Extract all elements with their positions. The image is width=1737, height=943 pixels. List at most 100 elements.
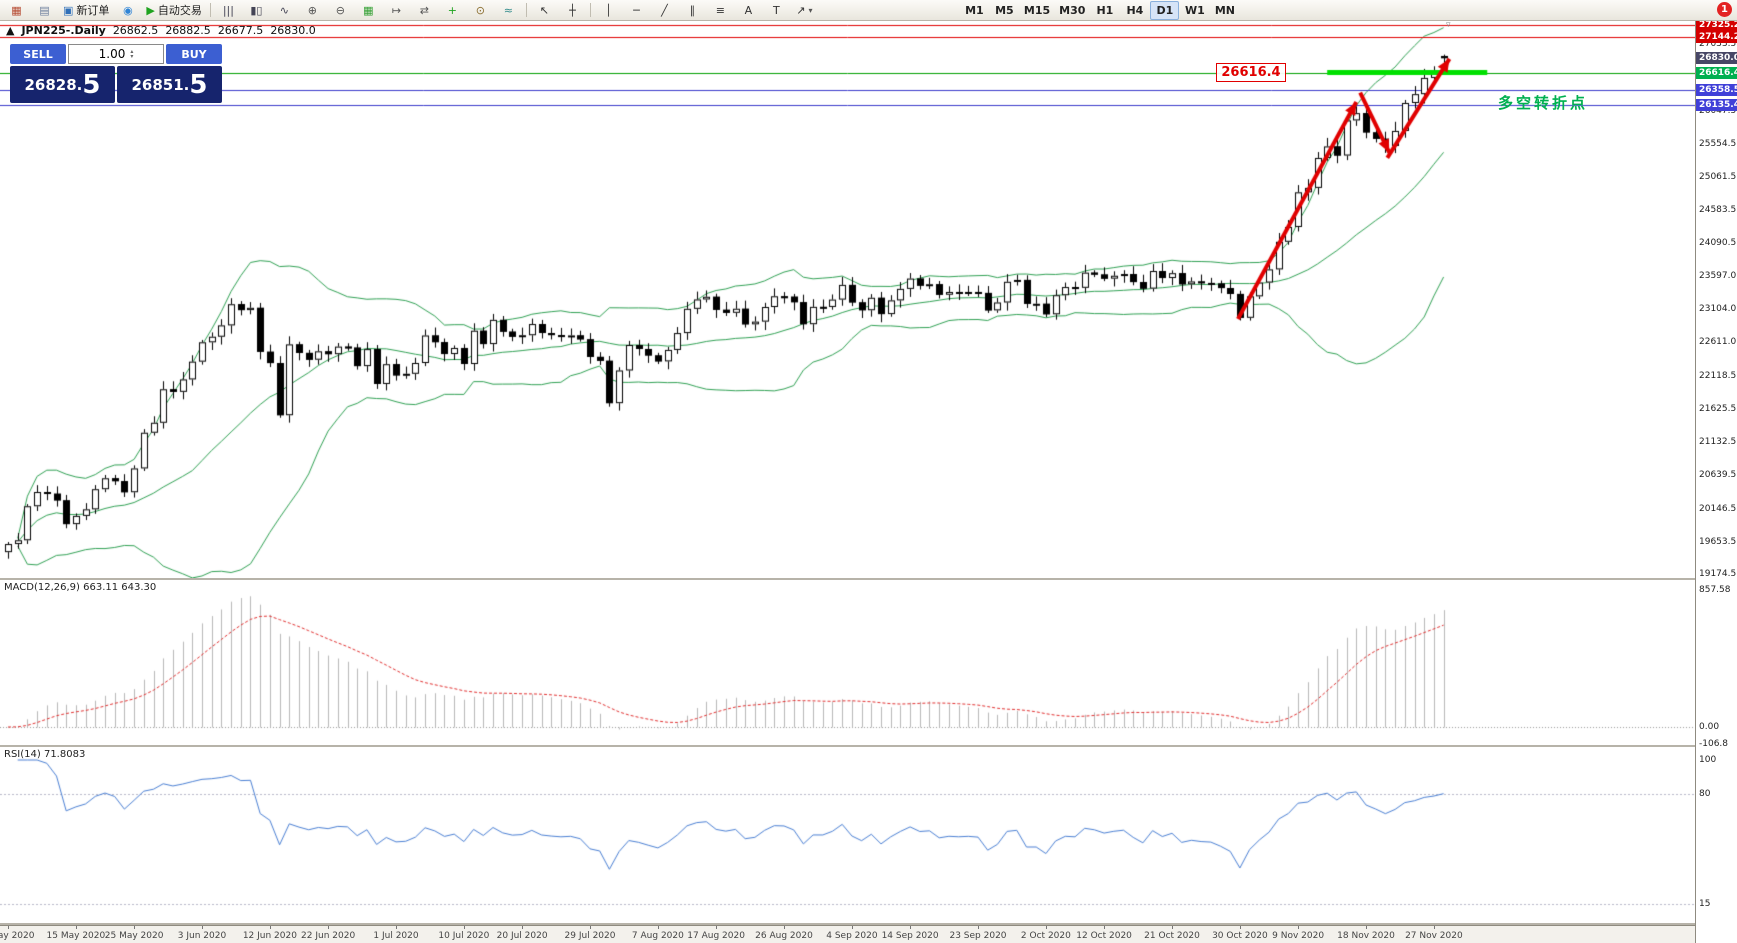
- toolbar: ▦ ▤ ▣ 新订单 ◉ ▶ 自动交易 ||| ▮▯ ∿ ⊕ ⊖ ▦ ↦ ⇄ + ⊙ ≈ ↖ ┼ │ ─ ╱ ∥ ≡ A T ↗ ▾ M1 M…: [0, 0, 1737, 21]
- macd-scale-tick: 857.58: [1699, 584, 1731, 595]
- timeframe-h4-button[interactable]: H4: [1120, 1, 1149, 20]
- time-axis-tick: [75, 926, 77, 929]
- timeframe-m1-button[interactable]: M1: [960, 1, 989, 20]
- price-scale-tick: 20146.5: [1699, 503, 1737, 514]
- price-scale-highlight: 27325.2: [1696, 18, 1737, 31]
- time-axis-tick: [851, 926, 853, 929]
- bar-chart-icon: |||: [222, 3, 234, 17]
- rsi-pane: RSI(14) 71.8083: [0, 747, 1695, 923]
- crosshair-icon: ┼: [569, 3, 576, 17]
- fibonacci-button[interactable]: ≡: [707, 1, 734, 20]
- profiles-button[interactable]: ▤: [31, 1, 58, 20]
- time-axis-tick: [134, 926, 136, 929]
- price-scale[interactable]: 27033.526047.525554.525061.524583.524090…: [1695, 18, 1737, 943]
- auto-scroll-button[interactable]: ↦: [383, 1, 410, 20]
- timeframe-m15-button[interactable]: M15: [1020, 1, 1054, 20]
- price-scale-highlight: 26616.4: [1696, 66, 1737, 79]
- candlestick-chart-button[interactable]: ▮▯: [243, 1, 270, 20]
- collapse-arrow-icon[interactable]: ▲: [6, 24, 15, 37]
- profiles-icon: ▤: [39, 3, 50, 17]
- timeframe-h1-button[interactable]: H1: [1090, 1, 1119, 20]
- text-button[interactable]: A: [735, 1, 762, 20]
- price-scale-tick: 27033.5: [1699, 39, 1737, 50]
- price-scale-tick: 19174.5: [1699, 568, 1737, 579]
- turning-level-label[interactable]: 26616.4: [1216, 63, 1286, 82]
- time-axis-tick: [978, 926, 979, 929]
- symbol-name: JPN225-.Daily: [21, 24, 106, 37]
- vertical-line-button[interactable]: │: [595, 1, 622, 20]
- rsi-scale-tick: 80: [1699, 788, 1711, 799]
- horizontal-line-icon: ─: [633, 3, 640, 17]
- pane-separator[interactable]: [0, 745, 1737, 747]
- price-scale-tick: 25554.5: [1699, 139, 1737, 150]
- period-button[interactable]: ⊙: [467, 1, 494, 20]
- new-order-button[interactable]: ▣ 新订单: [59, 1, 113, 20]
- line-chart-button[interactable]: ∿: [271, 1, 298, 20]
- spin-down-icon[interactable]: ▾: [130, 53, 134, 60]
- sell-button[interactable]: SELL: [10, 44, 66, 64]
- new-order-icon: ▣: [63, 3, 74, 17]
- symbol-info: ▲ JPN225-.Daily 26862.5 26882.5 26677.5 26830…: [6, 24, 323, 37]
- pane-separator[interactable]: [0, 578, 1737, 580]
- period-icon: ⊙: [475, 3, 485, 17]
- volume-input[interactable]: 1.00 ▴ ▾: [68, 44, 164, 64]
- buy-button[interactable]: BUY: [166, 44, 222, 64]
- timeframe-m5-button[interactable]: M5: [990, 1, 1019, 20]
- zoom-in-icon: ⊕: [307, 3, 317, 17]
- time-axis-label: 7 Aug 2020: [631, 931, 684, 941]
- time-axis-label: 20 Jul 2020: [496, 931, 548, 941]
- zoom-in-button[interactable]: ⊕: [299, 1, 326, 20]
- price-scale-tick: 21625.5: [1699, 403, 1737, 414]
- cursor-button[interactable]: ↖: [531, 1, 558, 20]
- time-axis-label: 12 Oct 2020: [1076, 931, 1132, 941]
- line-chart-icon: ∿: [279, 3, 289, 17]
- fibonacci-icon: ≡: [715, 3, 725, 17]
- crosshair-button[interactable]: ┼: [559, 1, 586, 20]
- autotrading-button[interactable]: ▶ 自动交易: [142, 1, 205, 20]
- chevron-down-icon: ▾: [808, 5, 813, 15]
- new-chart-button[interactable]: ▦: [3, 1, 30, 20]
- time-axis-tick: [8, 926, 9, 929]
- label-button[interactable]: T: [763, 1, 790, 20]
- horizontal-line-button[interactable]: ─: [623, 1, 650, 20]
- metaquotes-button[interactable]: ◉: [114, 1, 141, 20]
- timeframe-d1-button[interactable]: D1: [1150, 0, 1180, 20]
- zoom-out-button[interactable]: ⊖: [327, 1, 354, 20]
- bar-chart-button[interactable]: |||: [215, 1, 242, 20]
- channel-button[interactable]: ∥: [679, 1, 706, 20]
- toolbar-button-label: H4: [1126, 3, 1144, 17]
- tile-windows-icon: ▦: [363, 3, 374, 17]
- time-axis-tick: [269, 926, 271, 929]
- price-scale-tick: 24090.5: [1699, 237, 1737, 248]
- time-axis-tick: [784, 926, 785, 929]
- time-axis-label: 12 Jun 2020: [242, 931, 297, 941]
- toolbar-separator: [525, 3, 527, 17]
- price-scale-highlight: 26830.0: [1696, 52, 1737, 65]
- rsi-canvas[interactable]: [0, 747, 1695, 923]
- add-indicator-button[interactable]: +: [439, 1, 466, 20]
- toolbar-button-label: M5: [995, 3, 1014, 17]
- chart-shift-marker[interactable]: ▿: [1446, 20, 1451, 30]
- volume-spinner[interactable]: ▴ ▾: [130, 48, 134, 60]
- templates-button[interactable]: ≈: [495, 1, 522, 20]
- timeframe-mn-button[interactable]: MN: [1210, 1, 1239, 20]
- trendline-button[interactable]: ╱: [651, 1, 678, 20]
- spin-up-icon[interactable]: ▴: [130, 48, 134, 55]
- shapes-button[interactable]: ↗ ▾: [791, 1, 818, 20]
- time-axis-tick: [463, 926, 465, 929]
- macd-canvas[interactable]: [0, 580, 1695, 745]
- volume-value: 1.00: [98, 47, 126, 61]
- time-axis-label: 17 Aug 2020: [687, 931, 745, 941]
- price-chart-canvas[interactable]: [0, 20, 1695, 578]
- chart-shift-button[interactable]: ⇄: [411, 1, 438, 20]
- time-axis-tick: [396, 926, 397, 929]
- time-axis-label: 30 Oct 2020: [1212, 931, 1268, 941]
- timeframe-w1-button[interactable]: W1: [1180, 1, 1209, 20]
- notification-badge[interactable]: 1: [1717, 2, 1732, 17]
- tile-windows-button[interactable]: ▦: [355, 1, 382, 20]
- turning-point-note[interactable]: 多空转折点: [1498, 94, 1589, 112]
- candlestick-chart-icon: ▮▯: [250, 3, 263, 17]
- time-axis-tick: [590, 926, 591, 929]
- timeframe-m30-button[interactable]: M30: [1055, 1, 1089, 20]
